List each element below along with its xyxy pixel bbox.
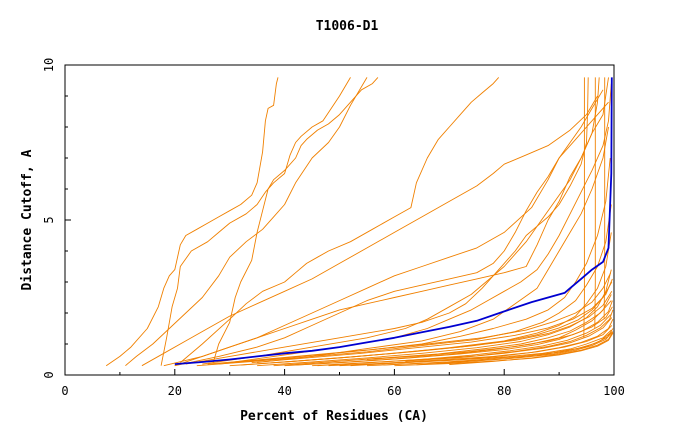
- model-line-6: [141, 95, 598, 367]
- model-line-11: [202, 77, 600, 365]
- highlight-line: [174, 77, 613, 365]
- x-tick-label: 0: [61, 384, 68, 398]
- model-line-10: [185, 77, 589, 365]
- model-line-35: [366, 306, 613, 360]
- model-line-19: [295, 300, 613, 366]
- model-lines: [105, 77, 614, 367]
- x-tick-label: 80: [497, 384, 511, 398]
- y-tick-label: 5: [42, 216, 56, 223]
- model-line-34: [284, 291, 613, 363]
- model-line-29: [350, 325, 613, 367]
- model-line-8: [174, 101, 609, 367]
- x-tick-label: 20: [168, 384, 182, 398]
- model-line-32: [449, 331, 614, 365]
- model-line-4: [125, 77, 368, 367]
- model-line-9: [163, 77, 609, 367]
- model-line-1: [105, 77, 279, 367]
- y-axis-label: Distance Cutoff, A: [20, 149, 35, 290]
- y-axis-ticks: 0 5 10: [42, 58, 71, 379]
- chart-title: T1006-D1: [316, 19, 379, 34]
- x-tick-label: 40: [277, 384, 291, 398]
- y-tick-label: 10: [42, 58, 56, 72]
- model-line-25: [207, 272, 612, 365]
- y-tick-label: 0: [42, 371, 56, 378]
- model-line-3: [212, 77, 379, 363]
- model-line-27: [273, 300, 612, 367]
- model-line-7: [174, 89, 604, 367]
- x-tick-label: 100: [603, 384, 625, 398]
- model-line-39: [603, 77, 606, 320]
- model-line-2: [160, 77, 351, 366]
- model-line-36: [405, 317, 613, 362]
- model-line-33: [251, 278, 613, 364]
- model-line-31: [416, 332, 611, 366]
- model-line-5: [180, 77, 500, 363]
- model-line-13: [257, 126, 609, 364]
- model-line-17: [257, 269, 612, 367]
- model-line-37: [583, 77, 585, 338]
- model-line-28: [317, 314, 612, 367]
- x-axis-label: Percent of Residues (CA): [240, 409, 428, 424]
- x-tick-label: 60: [387, 384, 401, 398]
- model-line-24: [394, 332, 614, 367]
- x-axis-ticks: 0 20 40 60 80 100: [61, 369, 625, 398]
- model-line-12: [229, 83, 612, 364]
- model-line-38: [594, 77, 596, 329]
- highlight-series-line: [174, 77, 613, 365]
